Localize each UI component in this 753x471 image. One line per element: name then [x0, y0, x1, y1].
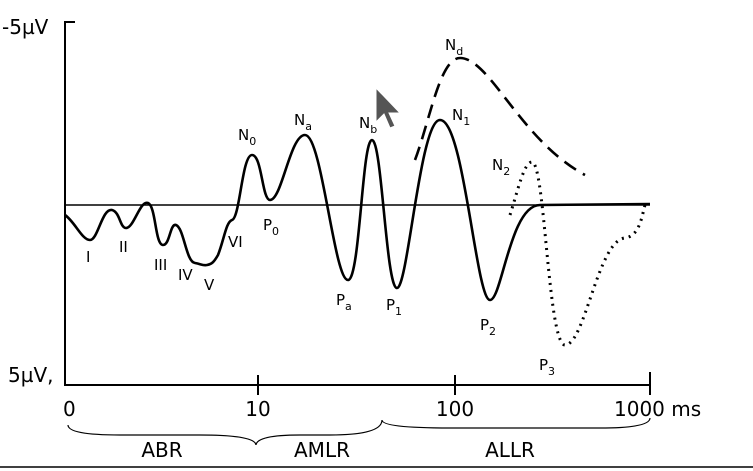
peak-base: II — [119, 238, 128, 256]
y-bottom-label: 5µV, — [8, 363, 54, 387]
peak-base: V — [204, 276, 215, 294]
waveforms — [64, 56, 651, 347]
axis-frame — [64, 21, 650, 386]
peak-sub: a — [345, 300, 352, 313]
peak-base: N — [445, 36, 456, 54]
peak-base: P — [539, 356, 548, 374]
peak-label: N0 — [238, 126, 256, 148]
region-label: AMLR — [294, 438, 350, 462]
peak-base: N — [452, 106, 463, 124]
peak-label: Nd — [445, 36, 463, 58]
y-top-label: -5µV — [2, 15, 49, 39]
peak-base: P — [480, 316, 489, 334]
peak-base: N — [492, 156, 503, 174]
dashed-wave — [413, 56, 586, 177]
peak-base: VI — [228, 233, 243, 251]
peak-base: P — [386, 296, 395, 314]
x-tick-label: 0 — [63, 397, 76, 421]
peak-sub: 2 — [489, 325, 496, 338]
peak-sub: a — [305, 120, 312, 133]
peak-label: Na — [294, 111, 312, 133]
peak-sub: 2 — [503, 165, 510, 178]
peak-label: II — [119, 238, 128, 256]
peak-sub: 0 — [249, 135, 256, 148]
x-tick-label: 1000 ms — [614, 397, 701, 421]
peak-label: P0 — [263, 216, 279, 238]
x-tick-label: 10 — [245, 397, 270, 421]
peak-label: P2 — [480, 316, 496, 338]
peak-label: Nb — [359, 114, 377, 136]
peak-label: Pa — [336, 291, 352, 313]
peak-label: N1 — [452, 106, 470, 128]
peak-sub: 0 — [272, 225, 279, 238]
x-ticks — [257, 372, 651, 395]
dotted-wave — [508, 160, 647, 347]
region-braces — [67, 417, 651, 446]
region-label: ABR — [141, 438, 182, 462]
peak-label: V — [204, 276, 215, 294]
peak-base: P — [336, 291, 345, 309]
solid-wave — [64, 118, 651, 302]
peak-base: N — [359, 114, 370, 132]
peak-base: P — [263, 216, 272, 234]
peak-sub: d — [456, 45, 463, 58]
peak-label: IV — [178, 266, 193, 284]
peak-sub: 1 — [463, 115, 470, 128]
peak-label: III — [154, 256, 167, 274]
peak-sub: 3 — [548, 365, 555, 378]
peak-base: IV — [178, 266, 193, 284]
peak-label: I — [86, 248, 90, 266]
peak-label: VI — [228, 233, 243, 251]
peak-sub: b — [370, 123, 377, 136]
peak-label: P1 — [386, 296, 402, 318]
peak-base: N — [294, 111, 305, 129]
peak-base: III — [154, 256, 167, 274]
peak-base: N — [238, 126, 249, 144]
peak-label: N2 — [492, 156, 510, 178]
x-tick-label: 100 — [436, 397, 474, 421]
mouse-cursor — [375, 86, 402, 129]
region-label: ALLR — [485, 438, 535, 462]
peak-base: I — [86, 248, 90, 266]
peak-label: P3 — [539, 356, 555, 378]
peak-sub: 1 — [395, 305, 402, 318]
